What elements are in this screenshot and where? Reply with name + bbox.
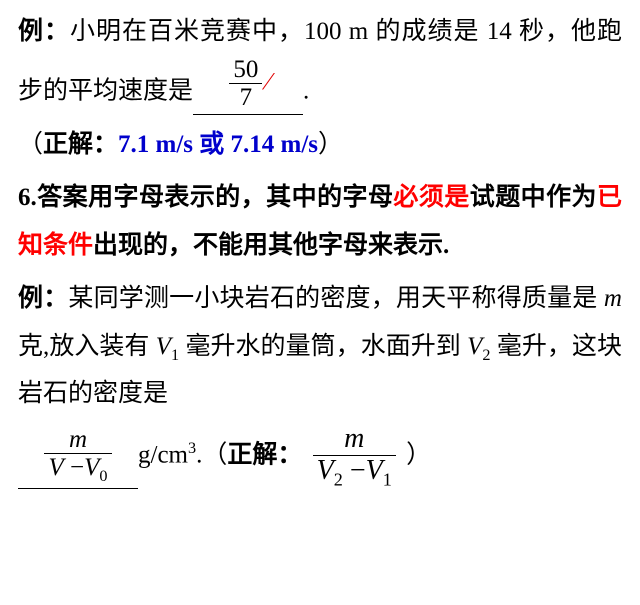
wrong-sub-0: 0 bbox=[99, 467, 107, 485]
right-den: V2 −V1 bbox=[313, 455, 396, 490]
rule-red-1: 必须是 bbox=[393, 184, 469, 211]
frac-num: 50 bbox=[229, 56, 262, 84]
period-open: .（ bbox=[196, 441, 227, 468]
rule-text-3: 出现的，不能用其他字母来表示. bbox=[93, 232, 449, 259]
var-m: m bbox=[604, 285, 622, 312]
wrong-den: V −V0 bbox=[44, 453, 111, 486]
answer-blank: 507⁄ bbox=[193, 56, 303, 115]
ex2-text-3: 毫升水的量筒，水面升到 bbox=[179, 333, 467, 360]
minus: − bbox=[64, 454, 84, 481]
ex2-text-1: 某同学测一小块岩石的密度，用天平称得质量是 bbox=[68, 285, 604, 312]
paren-close-2: ） bbox=[406, 441, 431, 468]
sub-2: 2 bbox=[482, 346, 490, 364]
ex2-text-2: 克,放入装有 bbox=[18, 333, 156, 360]
example-text: 小明在百米竞赛中，100 m 的成绩是 14 秒，他跑步的平均速度是 bbox=[18, 18, 622, 104]
right-v1: V bbox=[366, 455, 383, 486]
minus-2: − bbox=[343, 455, 366, 486]
answer-blank-2: m V −V0 bbox=[18, 426, 138, 489]
rule-text-1: 答案用字母表示的，其中的字母 bbox=[37, 184, 394, 211]
sub-1: 1 bbox=[171, 346, 179, 364]
right-v2: V bbox=[317, 455, 334, 486]
rule-6: 6.答案用字母表示的，其中的字母必须是试题中作为已知条件出现的，不能用其他字母来… bbox=[18, 174, 622, 269]
right-sub-1: 1 bbox=[383, 469, 392, 489]
period: . bbox=[303, 77, 309, 104]
unit-sup: 3 bbox=[188, 439, 196, 457]
example-label: 例： bbox=[18, 18, 70, 45]
var-v1: V bbox=[156, 333, 171, 360]
correct-answer-1: （正解：7.1 m/s 或 7.14 m/s） bbox=[18, 121, 622, 169]
paren-close: ） bbox=[318, 131, 343, 158]
mark-stroke: ⁄ bbox=[266, 68, 270, 95]
example-1: 例：小明在百米竞赛中，100 m 的成绩是 14 秒，他跑步的平均速度是507⁄… bbox=[18, 8, 622, 115]
rule-text-2: 试题中作为 bbox=[470, 184, 597, 211]
correct-value: 7.1 m/s 或 7.14 m/s bbox=[118, 131, 318, 158]
example-2: 例：某同学测一小块岩石的密度，用天平称得质量是 m 克,放入装有 V1 毫升水的… bbox=[18, 275, 622, 418]
paren-open: （ bbox=[18, 131, 43, 158]
rule-num: 6. bbox=[18, 184, 37, 211]
wrong-den-v2: V bbox=[84, 454, 99, 481]
right-num: m bbox=[313, 424, 396, 455]
unit-gcm3: g/cm bbox=[138, 441, 188, 468]
fraction-50-7: 507 bbox=[229, 56, 262, 112]
wrong-num: m bbox=[44, 426, 111, 454]
right-sub-2: 2 bbox=[334, 469, 343, 489]
correct-label: 正解： bbox=[43, 131, 118, 158]
var-v2: V bbox=[467, 333, 482, 360]
wrong-fraction: m V −V0 bbox=[44, 426, 111, 486]
wrong-den-v1: V bbox=[48, 454, 63, 481]
example-label: 例： bbox=[18, 285, 68, 312]
frac-den: 7 bbox=[229, 83, 262, 112]
answer-2-line: m V −V0 g/cm3.（正解： m V2 −V1 ） bbox=[18, 424, 622, 489]
correct-label-2: 正解： bbox=[227, 441, 302, 468]
right-fraction: m V2 −V1 bbox=[313, 424, 396, 489]
